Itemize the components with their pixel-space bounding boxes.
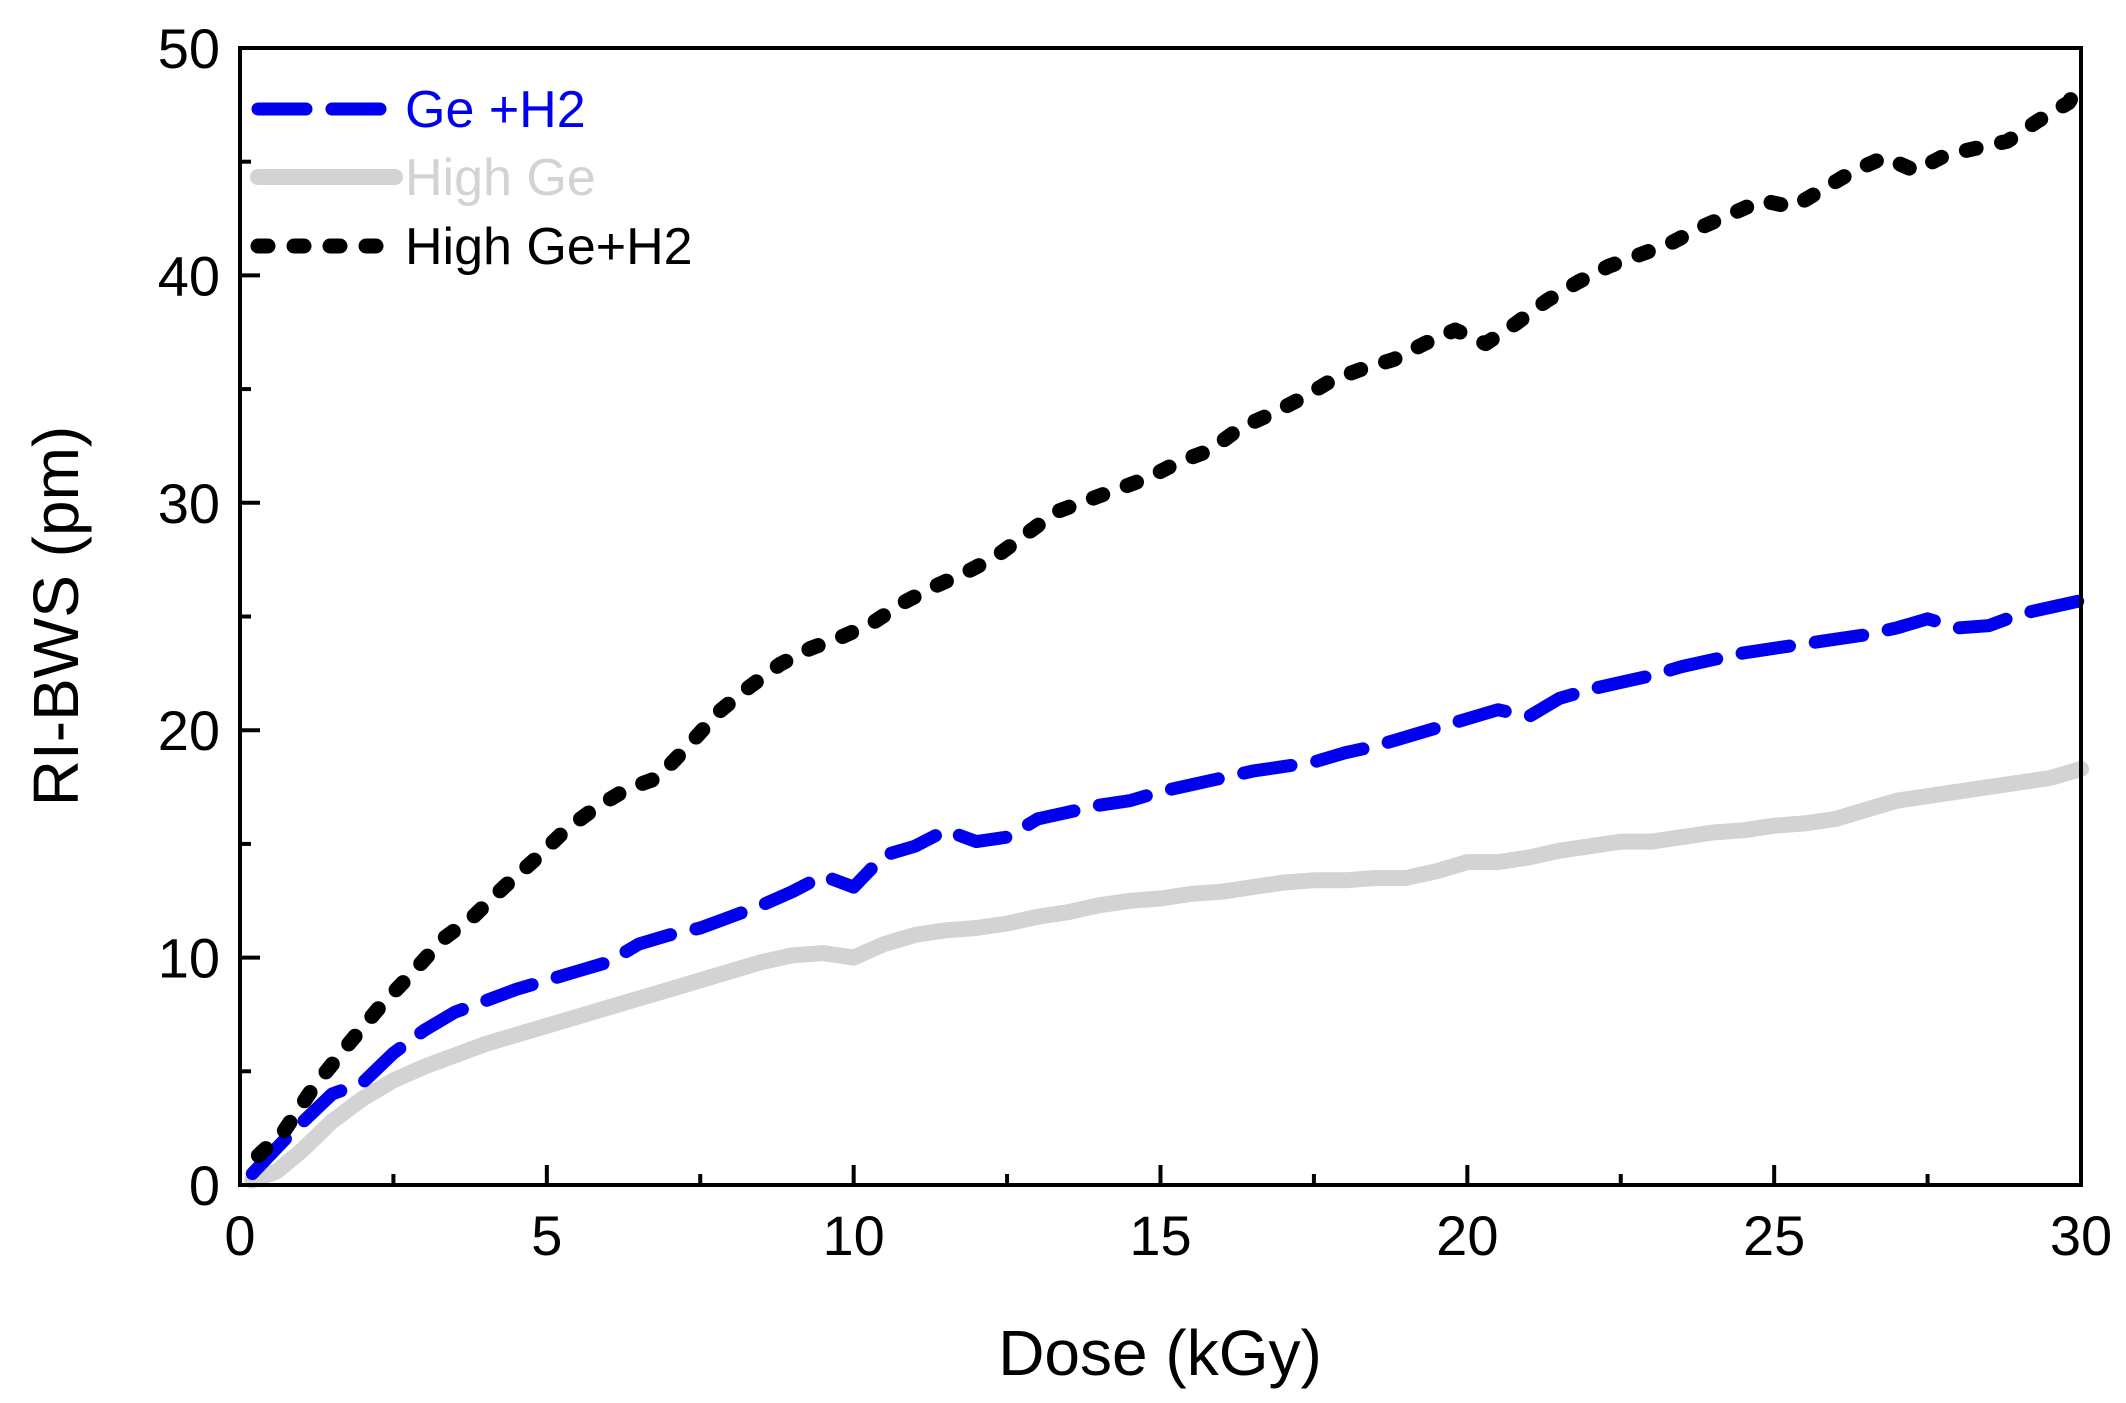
legend-label-ge-h2: Ge +H2 bbox=[405, 81, 586, 139]
series-line-high-ge bbox=[244, 760, 2089, 1189]
y-axis-title: RI-BWS (pm) bbox=[20, 426, 92, 806]
x-tick-label: 30 bbox=[2050, 1204, 2112, 1267]
y-tick-label: 50 bbox=[158, 17, 220, 80]
x-tick-label: 20 bbox=[1436, 1204, 1498, 1267]
y-tick-label: 40 bbox=[158, 244, 220, 307]
ticks-layer bbox=[238, 46, 2083, 1187]
x-tick-label: 10 bbox=[823, 1204, 885, 1267]
y-tick-label: 20 bbox=[158, 699, 220, 762]
y-tick-label: 10 bbox=[158, 927, 220, 990]
series-line-high-ge-h2 bbox=[250, 74, 2089, 1163]
legend: Ge +H2 High Ge High Ge+H2 bbox=[250, 81, 693, 276]
x-tick-label: 15 bbox=[1129, 1204, 1191, 1267]
legend-label-high-ge: High Ge bbox=[405, 149, 596, 207]
ticklabel-layer: 0 5 10 15 20 25 30 0 10 20 30 40 50 bbox=[158, 17, 2112, 1267]
x-tick-label: 0 bbox=[224, 1204, 255, 1267]
series-layer bbox=[244, 74, 2089, 1189]
series-line-ge-h2 bbox=[245, 594, 2088, 1181]
x-axis-title: Dose (kGy) bbox=[998, 1317, 1322, 1389]
x-tick-label: 25 bbox=[1743, 1204, 1805, 1267]
legend-label-high-ge-h2: High Ge+H2 bbox=[405, 218, 693, 276]
y-tick-label: 30 bbox=[158, 472, 220, 535]
y-tick-label: 0 bbox=[189, 1154, 220, 1217]
x-tick-label: 5 bbox=[531, 1204, 562, 1267]
